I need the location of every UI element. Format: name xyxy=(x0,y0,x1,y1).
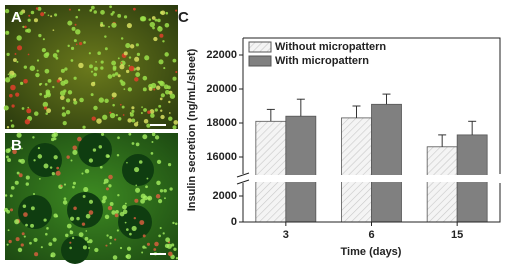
y-tick-label: 2000 xyxy=(213,190,237,202)
legend-label: With micropattern xyxy=(275,55,369,67)
x-tick-label: 15 xyxy=(451,229,463,241)
axis-break xyxy=(237,175,506,182)
x-tick-label: 3 xyxy=(283,229,289,241)
axes-frame xyxy=(242,37,501,223)
bar xyxy=(341,117,372,223)
bar xyxy=(255,120,287,223)
y-tick-label: 0 xyxy=(231,216,237,228)
cells-a xyxy=(3,5,179,130)
x-tick-label: 6 xyxy=(368,229,374,241)
panel-label: B xyxy=(11,137,22,154)
break-mark xyxy=(236,179,250,185)
scale-bar xyxy=(150,253,166,255)
y-tick-label: 16000 xyxy=(206,151,237,163)
panel-label: A xyxy=(11,9,22,26)
legend-label: Without micropattern xyxy=(275,41,386,53)
scale-bar xyxy=(150,124,166,126)
cells-b xyxy=(4,132,179,264)
legend-swatch xyxy=(248,41,272,53)
legend-swatch xyxy=(248,55,272,67)
bar xyxy=(371,103,402,223)
panel-label: C xyxy=(178,9,189,26)
x-axis-label: Time (days) xyxy=(341,246,402,258)
y-axis-label: Insulin secretion (ng/mL/sheet) xyxy=(186,48,198,211)
bar xyxy=(426,146,458,223)
bar xyxy=(285,115,317,223)
y-tick-label: 22000 xyxy=(206,49,237,61)
y-tick-label: 20000 xyxy=(206,83,237,95)
y-tick-label: 18000 xyxy=(206,117,237,129)
break-mark xyxy=(236,172,250,178)
